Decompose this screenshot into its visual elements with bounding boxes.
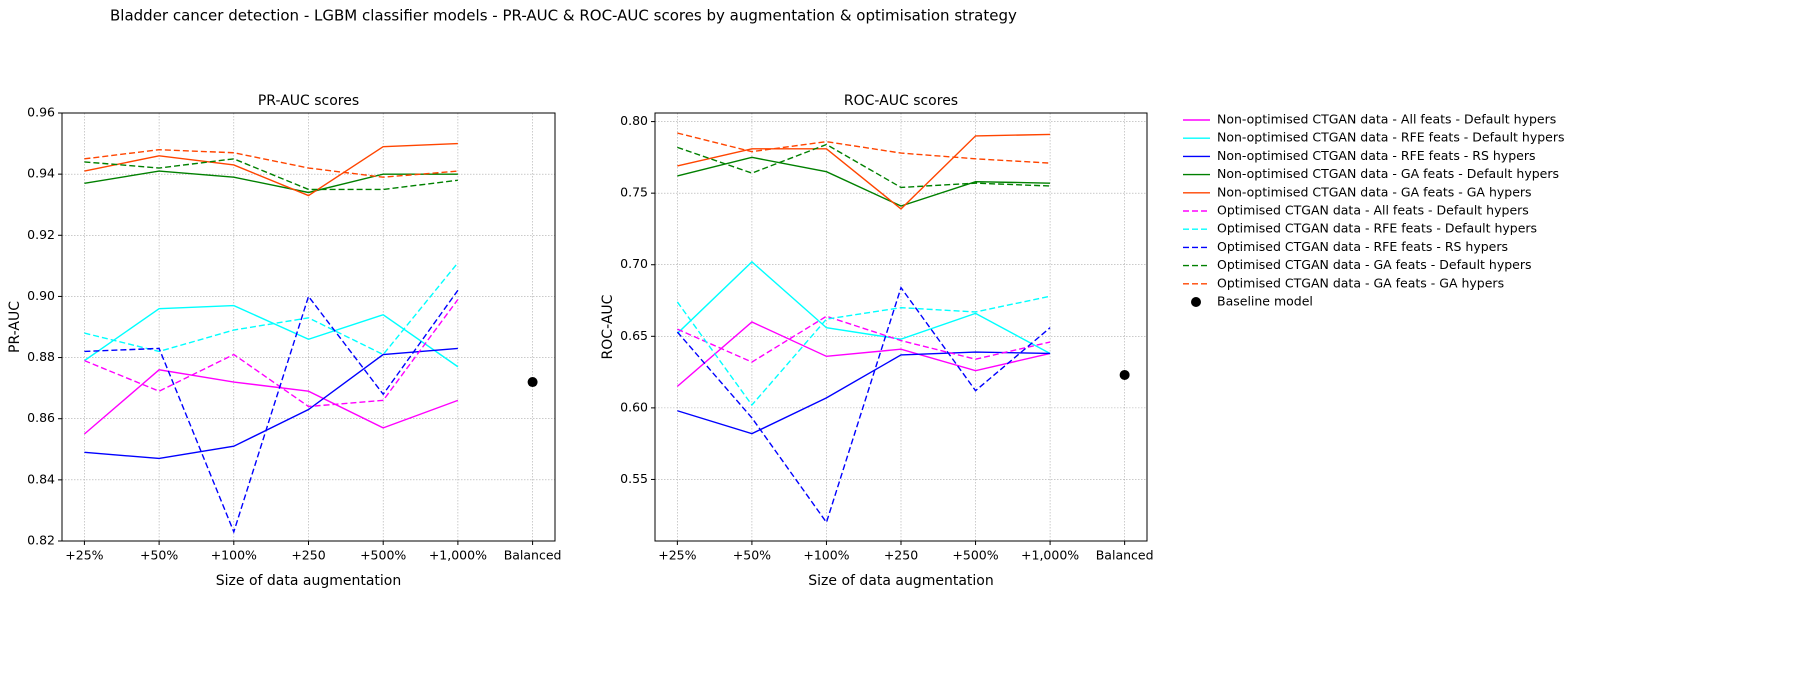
x-tick-label: +500% (952, 548, 998, 563)
y-tick-label: 0.88 (27, 349, 55, 364)
legend: Non-optimised CTGAN data - All feats - D… (1183, 112, 1565, 309)
series-line (676, 260, 1051, 355)
x-tick-label: +50% (733, 548, 771, 563)
x-tick-label: +50% (140, 548, 178, 563)
subplot: 0.55 0.60 0.65 0.70 0.75 0.80 +25% +50% +100% +25… (600, 93, 1154, 589)
series-line (84, 347, 458, 460)
legend-swatch (1191, 297, 1201, 307)
x-tick-label: +500% (360, 548, 406, 563)
subplot: 0.82 0.84 0.86 0.88 0.90 0.92 0.94 0.96 +25% +50%… (7, 93, 561, 589)
baseline-point (1119, 369, 1130, 380)
legend-label: Optimised CTGAN data - All feats - Defau… (1217, 203, 1529, 218)
legend-label: Non-optimised CTGAN data - All feats - D… (1217, 112, 1556, 127)
series-line (84, 170, 458, 194)
series-line (677, 315, 1051, 363)
x-tick-label: +100% (211, 548, 257, 563)
x-tick-label: +250 (291, 548, 325, 563)
axes-frame (61, 112, 556, 542)
legend-label: Non-optimised CTGAN data - GA feats - GA… (1217, 184, 1532, 199)
y-tick-label: 0.55 (620, 471, 648, 486)
y-axis-label: PR-AUC (7, 301, 23, 353)
series-line (84, 262, 459, 356)
y-tick-label: 0.92 (27, 227, 55, 242)
series-line (84, 142, 458, 197)
subplot-title: ROC-AUC scores (844, 93, 958, 109)
legend-label: Optimised CTGAN data - GA feats - Defaul… (1217, 257, 1532, 272)
legend-label: Non-optimised CTGAN data - RFE feats - D… (1217, 130, 1565, 145)
series-line (677, 351, 1051, 435)
series-line (677, 143, 1051, 189)
x-tick-label: +25% (658, 548, 696, 563)
x-tick-label: +250 (884, 548, 918, 563)
legend-label: Non-optimised CTGAN data - RFE feats - R… (1217, 148, 1535, 163)
y-tick-label: 0.90 (27, 288, 55, 303)
series-line (84, 304, 459, 368)
series-line (84, 158, 458, 191)
series-line (676, 286, 1051, 524)
y-tick-label: 0.94 (27, 166, 55, 181)
x-axis-label: Size of data augmentation (216, 573, 401, 589)
series-line (677, 132, 1051, 164)
legend-label: Baseline model (1217, 294, 1313, 309)
x-tick-label: +1,000% (429, 548, 487, 563)
x-tick-label: +25% (65, 548, 103, 563)
series-line (84, 299, 459, 408)
series-line (83, 369, 459, 435)
subplot-title: PR-AUC scores (258, 93, 359, 109)
y-tick-label: 0.80 (620, 113, 648, 128)
axes-frame (654, 112, 1148, 542)
series-line (676, 321, 1051, 387)
series-line (84, 289, 459, 534)
y-tick-label: 0.75 (620, 185, 648, 200)
y-tick-label: 0.96 (27, 105, 55, 120)
legend-label: Optimised CTGAN data - RFE feats - RS hy… (1217, 239, 1508, 254)
legend-label: Optimised CTGAN data - GA feats - GA hyp… (1217, 275, 1504, 290)
y-tick-label: 0.86 (27, 410, 55, 425)
x-tick-label: +1,000% (1021, 548, 1079, 563)
figure-title: Bladder cancer detection - LGBM classifi… (110, 7, 1017, 25)
y-tick-label: 0.65 (620, 328, 648, 343)
y-axis-label: ROC-AUC (600, 294, 616, 359)
x-tick-label: Balanced (1096, 548, 1154, 563)
series-line (84, 148, 458, 178)
legend-label: Non-optimised CTGAN data - GA feats - De… (1217, 166, 1559, 181)
x-tick-label: +100% (803, 548, 849, 563)
series-line (677, 133, 1051, 210)
y-tick-label: 0.82 (27, 533, 55, 548)
series-line (676, 295, 1051, 407)
series-line (677, 156, 1051, 207)
y-tick-label: 0.60 (620, 399, 648, 414)
y-tick-label: 0.70 (620, 256, 648, 271)
baseline-point (527, 377, 538, 388)
x-axis-label: Size of data augmentation (808, 573, 993, 589)
legend-label: Optimised CTGAN data - RFE feats - Defau… (1217, 221, 1537, 236)
x-tick-label: Balanced (504, 548, 562, 563)
y-tick-label: 0.84 (27, 471, 55, 486)
